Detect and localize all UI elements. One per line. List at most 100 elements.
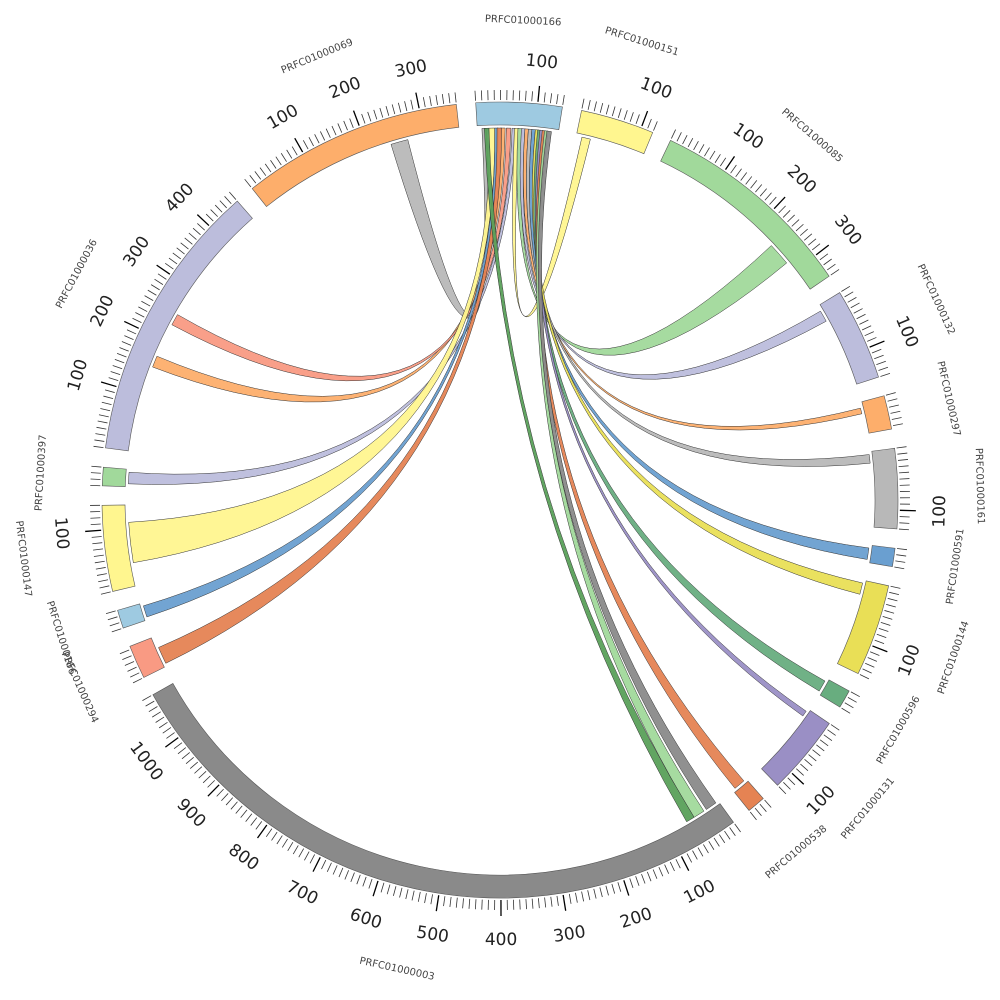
tick-mark [155,716,165,723]
tick-mark [525,90,527,101]
link-ribbon [143,127,499,618]
tick-mark [259,167,267,176]
tick-mark [95,567,106,570]
tick-mark [454,92,457,103]
tick-label: 200 [326,73,363,103]
tick-mark [844,291,854,298]
tick-mark [254,171,262,180]
tick-mark [91,536,102,538]
tick-mark [308,137,314,147]
tick-mark [847,697,857,703]
tick-mark [623,110,628,120]
tick-mark [405,889,409,900]
tick-mark [415,92,420,109]
tick-mark [724,156,736,170]
tick-label: 1000 [125,738,167,785]
tick-mark [379,107,384,118]
tick-mark [399,887,403,898]
tick-mark [874,639,885,644]
tick-mark [680,856,690,872]
segments-layer [101,101,899,899]
tick-mark [664,864,670,874]
tick-mark [121,341,132,346]
tick-mark [430,894,433,905]
tick-label: 400 [161,179,198,216]
tick-mark [372,880,379,897]
tick-mark [629,112,634,122]
tick-mark [769,196,777,205]
tick-mark [105,610,116,614]
ticks-layer [85,85,916,917]
tick-mark [791,219,800,227]
segment-prfc01000036-16 [105,200,253,452]
tick-mark [142,695,152,701]
tick-mark [885,392,896,396]
tick-label: 300 [552,922,587,947]
tick-mark [404,101,408,112]
tick-mark [180,242,189,250]
tick-mark [373,109,378,120]
tick-mark [864,331,874,337]
tick-mark [787,777,796,786]
tick-mark [811,243,821,251]
tick-mark [192,227,201,236]
tick-mark [271,831,278,841]
tick-mark [823,258,832,266]
tick-mark [392,886,397,896]
tick-mark [166,732,175,739]
tick-mark [304,851,310,861]
tick-mark [740,172,748,181]
segment-prfc01000161-5 [871,447,899,530]
tick-mark [114,359,125,364]
segment-name-label: PRFC01000144 [936,620,972,696]
tick-mark [320,131,326,141]
tick-mark [698,144,705,154]
tick-mark [198,771,207,779]
tick-mark [249,174,257,184]
tick-mark [93,548,104,551]
tick-mark [141,300,151,307]
tick-mark [869,651,880,656]
tick-mark [887,398,898,402]
segment-prfc01000147-14 [101,504,136,592]
tick-mark [185,756,194,765]
tick-mark [670,129,676,139]
tick-mark [280,153,287,162]
tick-mark [886,604,896,608]
tick-mark [103,395,114,399]
segment-prfc01000294-12 [129,637,165,678]
tick-mark [124,661,135,666]
tick-mark [895,560,906,563]
tick-mark [787,214,795,223]
tick-mark [132,317,142,324]
tick-mark [158,721,168,729]
segment-name-label: PRFC01000036 [54,238,100,311]
tick-mark [880,372,891,377]
tick-mark [816,744,825,752]
link-ribbon [158,127,502,664]
tick-mark [189,761,199,769]
segment-prfc01000144-7 [837,580,890,675]
tick-mark [207,780,215,788]
tick-mark [314,134,320,144]
tick-mark [880,622,891,626]
tick-mark [391,104,396,115]
segment-prfc01000151-1 [576,110,654,155]
tick-mark [291,146,298,156]
tick-mark [734,823,741,833]
tick-mark [455,897,458,908]
tick-mark [709,150,716,160]
tick-mark [96,426,107,430]
tick-label: 100 [803,782,840,819]
tick-mark [782,210,791,218]
tick-label: 100 [50,516,72,550]
link-ribbon [529,129,870,560]
tick-mark [276,835,283,845]
tick-mark [830,269,840,276]
tick-mark [641,873,646,884]
tick-mark [669,861,675,872]
tick-mark [869,340,885,348]
tick-mark [100,591,111,595]
tick-mark [380,882,385,893]
